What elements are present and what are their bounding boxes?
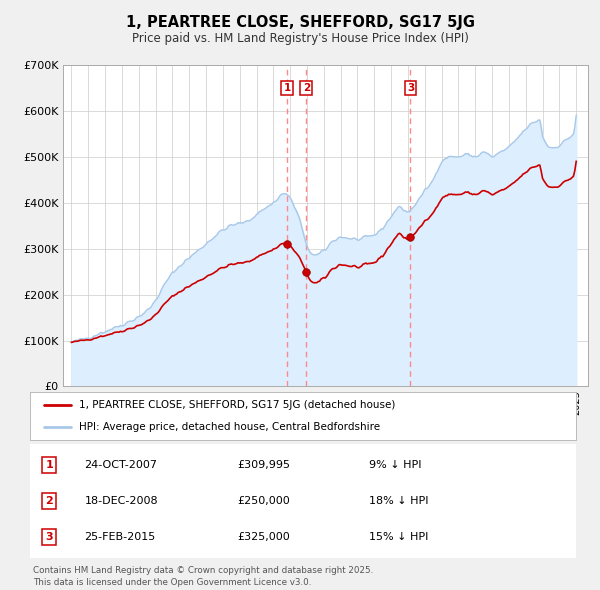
Text: 15% ↓ HPI: 15% ↓ HPI: [368, 532, 428, 542]
Text: 1, PEARTREE CLOSE, SHEFFORD, SG17 5JG: 1, PEARTREE CLOSE, SHEFFORD, SG17 5JG: [125, 15, 475, 30]
Text: Contains HM Land Registry data © Crown copyright and database right 2025.: Contains HM Land Registry data © Crown c…: [33, 566, 373, 575]
Text: This data is licensed under the Open Government Licence v3.0.: This data is licensed under the Open Gov…: [33, 578, 311, 587]
Text: £325,000: £325,000: [238, 532, 290, 542]
Text: 9% ↓ HPI: 9% ↓ HPI: [368, 460, 421, 470]
Text: 25-FEB-2015: 25-FEB-2015: [85, 532, 156, 542]
Text: 3: 3: [45, 532, 53, 542]
Text: 1: 1: [283, 83, 290, 93]
Text: 3: 3: [407, 83, 414, 93]
Text: 2: 2: [45, 496, 53, 506]
Text: 18% ↓ HPI: 18% ↓ HPI: [368, 496, 428, 506]
Text: 24-OCT-2007: 24-OCT-2007: [85, 460, 158, 470]
Text: 18-DEC-2008: 18-DEC-2008: [85, 496, 158, 506]
Text: HPI: Average price, detached house, Central Bedfordshire: HPI: Average price, detached house, Cent…: [79, 422, 380, 432]
Text: 1, PEARTREE CLOSE, SHEFFORD, SG17 5JG (detached house): 1, PEARTREE CLOSE, SHEFFORD, SG17 5JG (d…: [79, 400, 395, 410]
Text: 2: 2: [302, 83, 310, 93]
Text: £250,000: £250,000: [238, 496, 290, 506]
Text: 1: 1: [45, 460, 53, 470]
Text: Price paid vs. HM Land Registry's House Price Index (HPI): Price paid vs. HM Land Registry's House …: [131, 32, 469, 45]
Text: £309,995: £309,995: [238, 460, 290, 470]
